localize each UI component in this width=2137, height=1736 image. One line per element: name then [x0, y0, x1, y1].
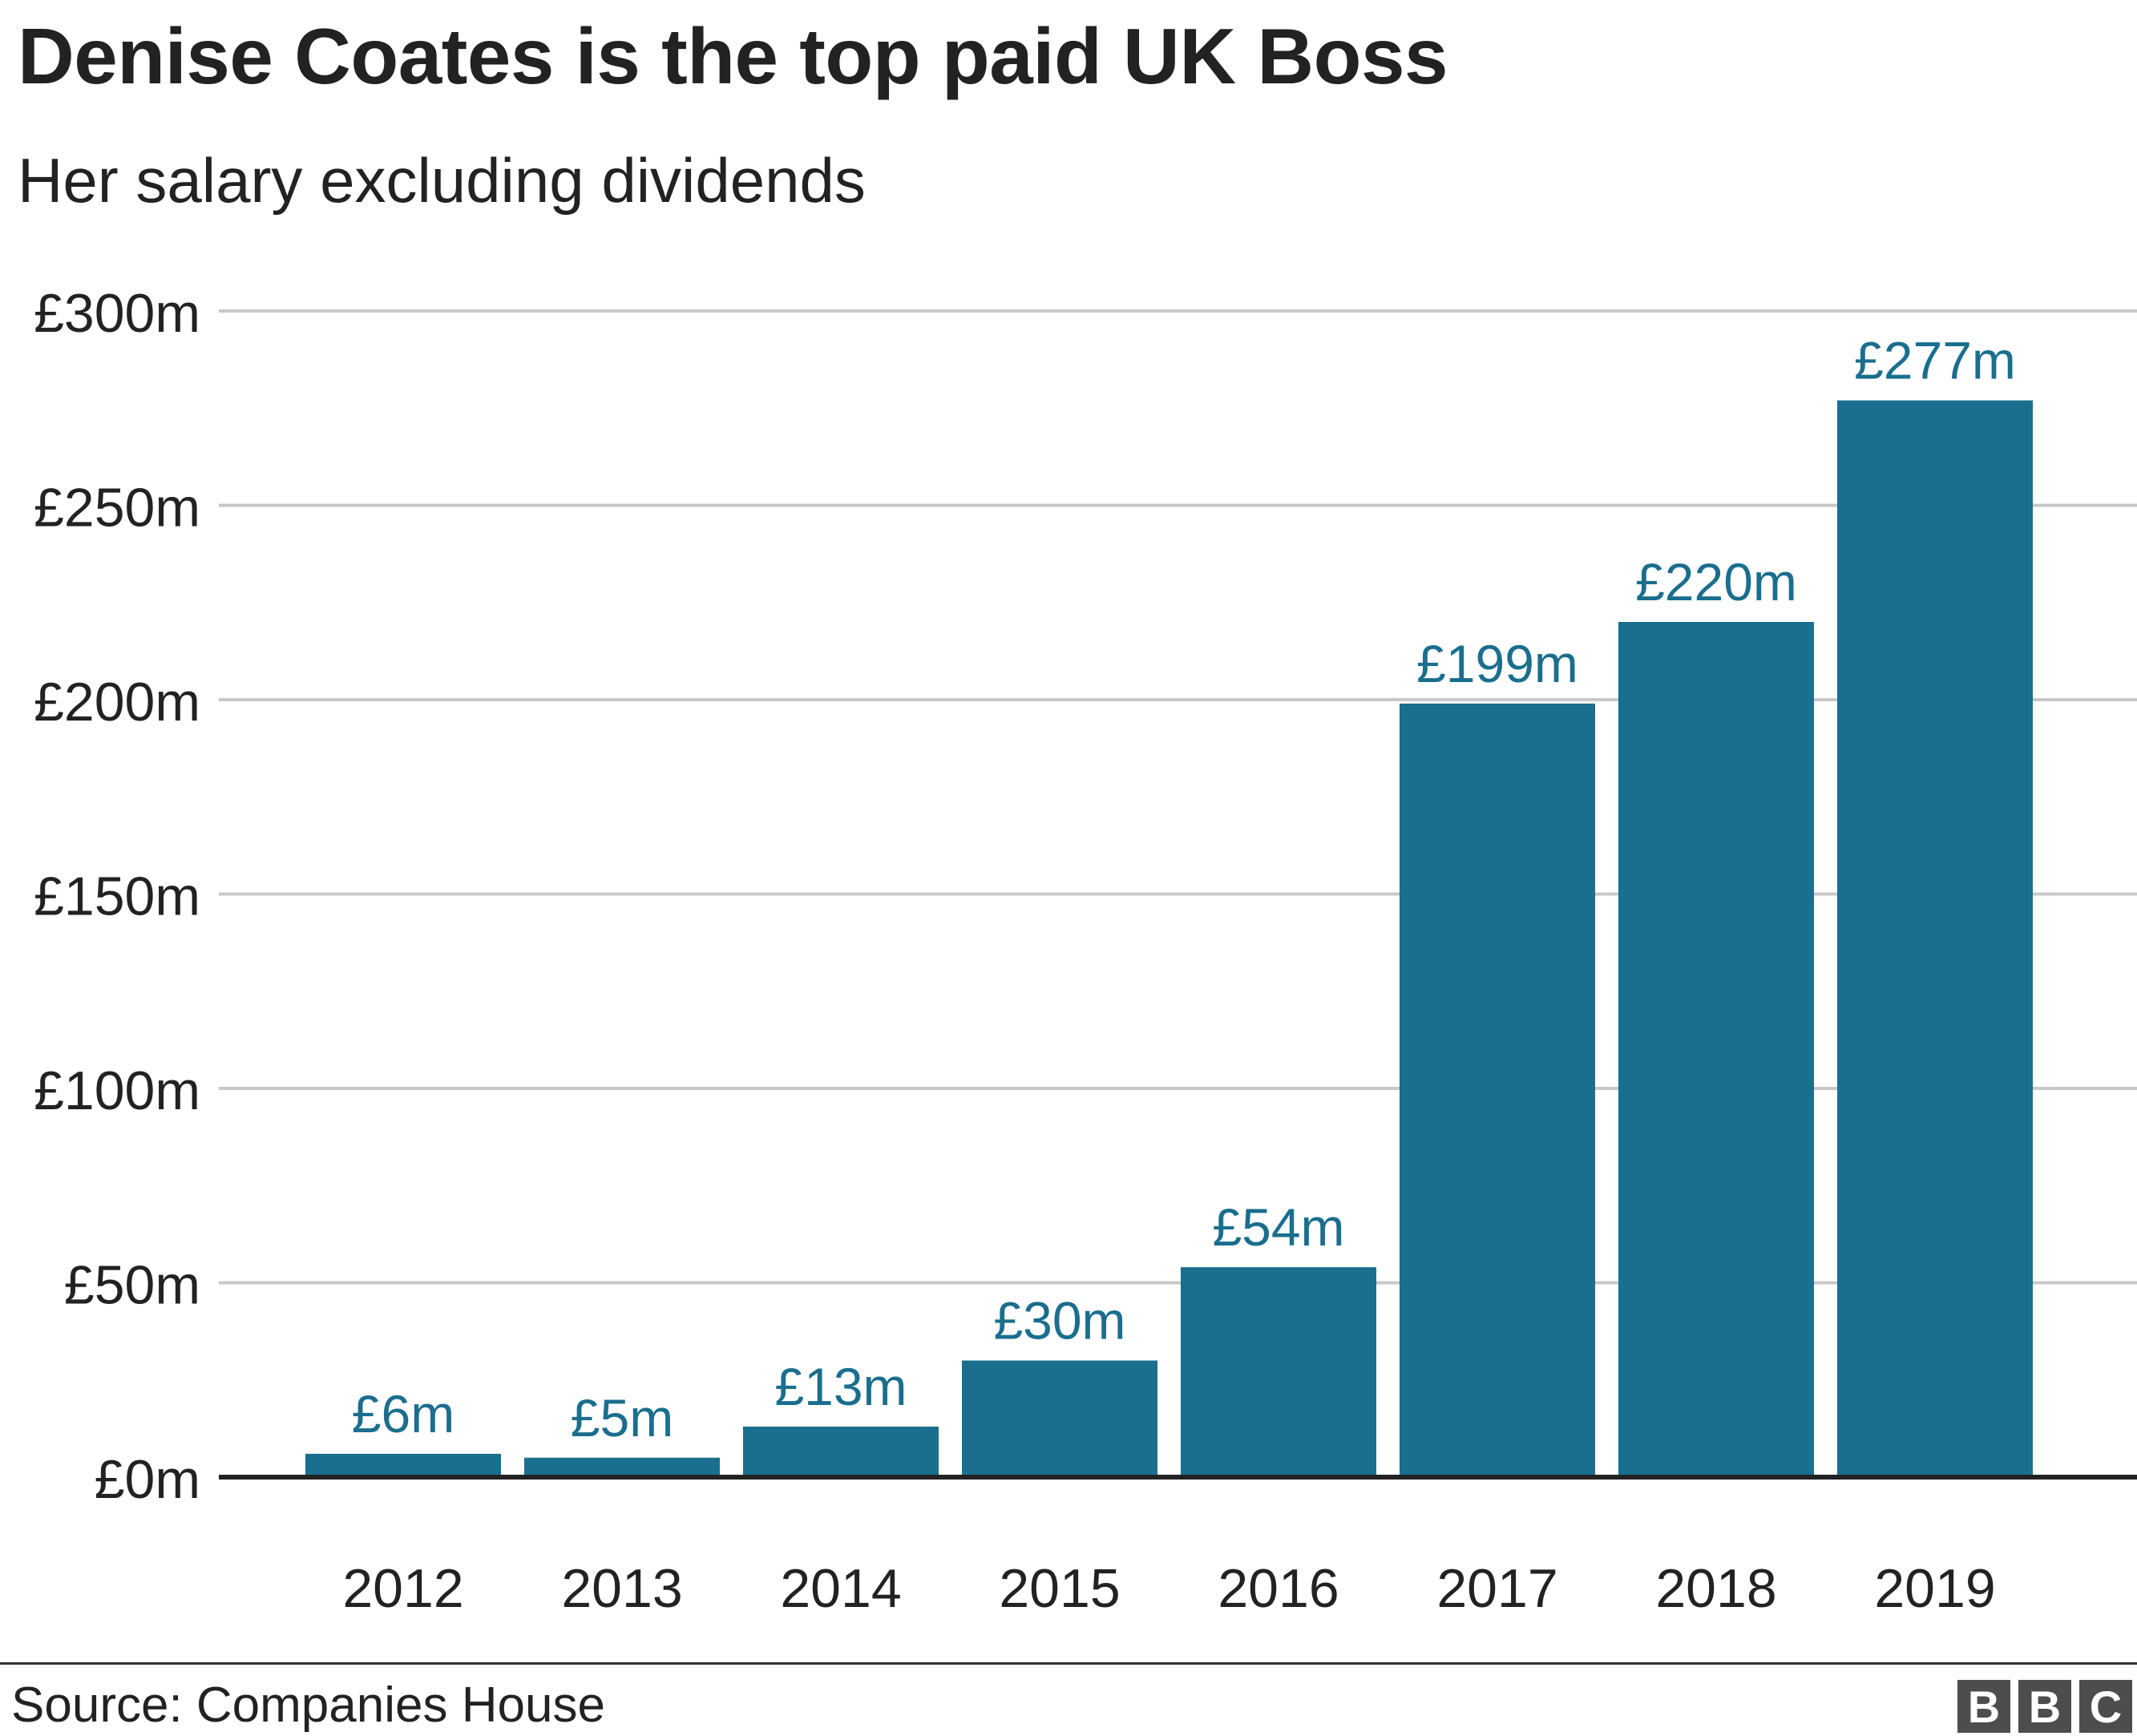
- bar: [1181, 1267, 1376, 1477]
- bbc-logo-letter: B: [2018, 1680, 2071, 1733]
- x-tick-label: 2013: [561, 1558, 682, 1619]
- x-tick-label: 2019: [1874, 1558, 1995, 1619]
- y-tick-label: £250m: [34, 478, 200, 539]
- bbc-logo-letter: C: [2079, 1680, 2132, 1733]
- x-tick-label: 2014: [780, 1558, 901, 1619]
- bar: [1837, 400, 2033, 1477]
- bbc-logo-letter: B: [1957, 1680, 2010, 1733]
- chart-subtitle: Her salary excluding dividends: [18, 145, 866, 216]
- data-label: £220m: [1635, 552, 1797, 612]
- data-label: £54m: [1212, 1197, 1344, 1257]
- x-tick-label: 2015: [999, 1558, 1120, 1619]
- data-label: £277m: [1854, 331, 2016, 390]
- y-tick-label: £50m: [64, 1255, 200, 1316]
- footer-divider: [0, 1662, 2137, 1665]
- x-tick-label: 2012: [342, 1558, 463, 1619]
- bar: [1400, 703, 1595, 1477]
- bar: [743, 1426, 939, 1477]
- y-tick-label: £0m: [95, 1449, 200, 1510]
- bar: [1618, 622, 1814, 1477]
- y-tick-label: £150m: [34, 866, 200, 927]
- chart-title: Denise Coates is the top paid UK Boss: [18, 12, 1448, 100]
- x-tick-label: 2018: [1655, 1558, 1776, 1619]
- y-tick-label: £100m: [34, 1060, 200, 1121]
- y-tick-label: £300m: [34, 283, 200, 344]
- data-label: £30m: [993, 1291, 1125, 1350]
- data-label: £5m: [571, 1388, 673, 1447]
- bar: [524, 1457, 720, 1477]
- source-note: Source: Companies House: [11, 1677, 605, 1733]
- bar: [962, 1360, 1157, 1477]
- data-label: £199m: [1416, 634, 1578, 693]
- bar: [305, 1453, 501, 1477]
- x-tick-label: 2016: [1218, 1558, 1339, 1619]
- x-tick-label: 2017: [1436, 1558, 1557, 1619]
- data-label: £6m: [352, 1384, 454, 1443]
- bbc-logo: B B C: [1957, 1680, 2132, 1733]
- data-label: £13m: [774, 1357, 907, 1416]
- y-tick-label: £200m: [34, 672, 200, 733]
